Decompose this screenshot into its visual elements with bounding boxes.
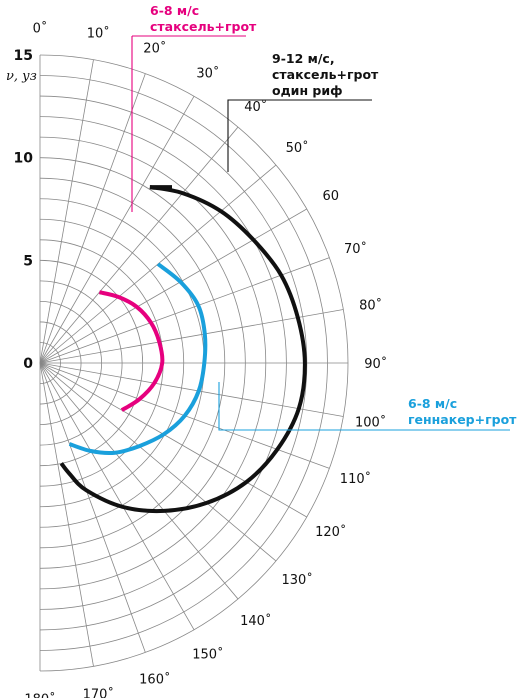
angle-tick-label: 40˚ — [244, 99, 267, 115]
series-label-black-line1: 9-12 м/с, — [272, 51, 335, 66]
series-label-black-line3: один риф — [272, 83, 343, 98]
angle-tick-label: 70˚ — [344, 241, 367, 257]
angle-tick-label: 150˚ — [192, 647, 223, 663]
grid-spoke — [39, 73, 146, 364]
series-label-black-line2: стаксель+грот — [272, 67, 379, 82]
angle-tick-label: 0˚ — [33, 20, 48, 36]
grid-spoke — [39, 362, 344, 417]
radial-tick-label: 10 — [14, 151, 34, 167]
angle-tick-label: 10˚ — [87, 25, 110, 41]
angle-tick-label: 110˚ — [340, 471, 371, 487]
radial-tick-label: 5 — [23, 253, 33, 269]
series-label-magenta-line2: стаксель+грот — [150, 19, 257, 34]
curve-blue — [68, 262, 208, 455]
angle-tick-label: 50˚ — [286, 140, 309, 156]
series-label-blue-line1: 6-8 м/с — [408, 396, 457, 411]
grid-spoke — [39, 362, 94, 667]
series-label-magenta-line1: 6-8 м/с — [150, 3, 199, 18]
angle-tick-label: 120˚ — [315, 524, 346, 540]
grid-spoke — [39, 96, 195, 364]
grid-spoke — [39, 362, 277, 562]
angle-tick-label: 140˚ — [240, 613, 271, 629]
angle-tick-label: 100˚ — [355, 414, 386, 430]
grid-spoke — [39, 362, 239, 600]
grid-spoke — [39, 126, 239, 364]
grid-spoke — [39, 59, 94, 364]
angle-tick-label: 160˚ — [139, 671, 170, 687]
leader-blue — [218, 382, 510, 431]
grid-spoke — [39, 362, 146, 653]
angle-tick-label: 60 — [322, 189, 339, 204]
unit-label: ν, уз — [6, 69, 37, 84]
angle-tick-label: 170˚ — [83, 687, 114, 698]
angle-tick-label: 20˚ — [143, 41, 166, 57]
angle-tick-label: 180˚ — [24, 692, 55, 698]
grid-spoke — [39, 164, 277, 364]
grid-spoke — [39, 309, 344, 364]
radial-tick-label: 15 — [14, 48, 33, 64]
series-label-blue-line2: геннакер+грот — [408, 412, 517, 427]
leader-black — [227, 99, 372, 172]
leader-magenta — [131, 35, 246, 212]
angle-tick-label: 30˚ — [196, 65, 219, 81]
grid-spoke — [39, 362, 307, 518]
curve-magenta — [98, 290, 165, 412]
polar-labels: ν, уз 6-8 м/с стаксель+грот 9-12 м/с, ст… — [6, 3, 517, 698]
angle-tick-label: 90˚ — [364, 356, 387, 372]
angle-tick-label: 130˚ — [282, 572, 313, 588]
annotation-leaders — [131, 35, 510, 431]
grid-spoke — [39, 362, 195, 630]
angle-tick-label: 80˚ — [359, 298, 382, 314]
radial-tick-label: 0 — [23, 356, 33, 372]
grid-spoke — [39, 208, 307, 364]
